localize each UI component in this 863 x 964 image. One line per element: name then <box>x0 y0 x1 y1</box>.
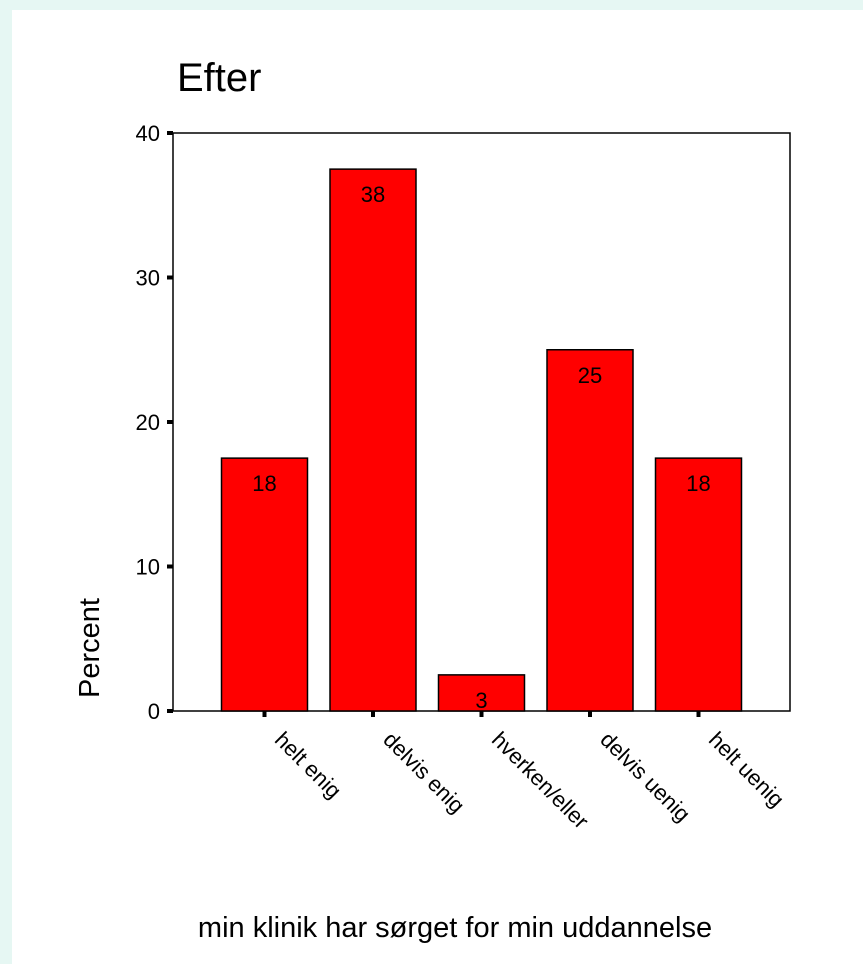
chart-title: Efter <box>177 56 261 100</box>
x-tick-label: delvis enig <box>378 727 469 818</box>
x-tick-label: delvis uenig <box>595 727 695 827</box>
bar-data-label: 25 <box>578 363 602 388</box>
x-tick-label: helt enig <box>270 727 347 804</box>
plot-area: 0 10 20 30 40 18 helt enig 38 delvis enig3hverke… <box>136 121 790 834</box>
bar-data-label: 38 <box>361 182 385 207</box>
y-tick-label: 20 <box>136 410 160 435</box>
x-tick-label: hverken/eller <box>487 727 594 834</box>
y-tick-label: 40 <box>136 121 160 146</box>
bar <box>547 350 633 711</box>
x-axis-label: min klinik har sørget for min uddannelse <box>198 912 712 944</box>
y-tick-label: 30 <box>136 266 160 291</box>
bar-data-label: 18 <box>686 471 710 496</box>
y-axis-label: Percent <box>74 598 106 698</box>
y-tick-label: 10 <box>136 555 160 580</box>
bar-data-label: 18 <box>252 471 276 496</box>
x-tick-label: helt uenig <box>704 727 789 812</box>
bar-data-label: 3 <box>475 688 487 713</box>
y-tick-label: 0 <box>148 699 160 724</box>
bar <box>330 169 416 711</box>
